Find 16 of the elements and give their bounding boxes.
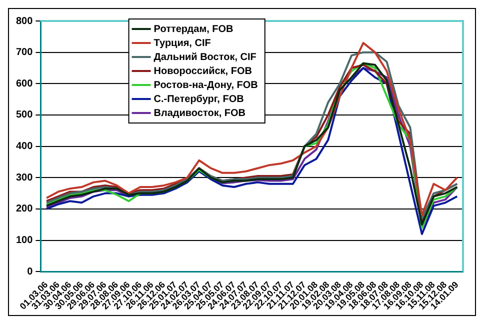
y-tick-label: 800 bbox=[16, 16, 34, 27]
y-tick-label: 600 bbox=[16, 78, 34, 90]
y-tick-label: 300 bbox=[16, 172, 34, 184]
legend-label: Владивосток, FOB bbox=[154, 108, 246, 119]
y-tick-label: 0 bbox=[27, 266, 34, 278]
legend-label: Турция, CIF bbox=[154, 38, 211, 49]
legend-label: Новороссийск, FOB bbox=[154, 66, 252, 77]
y-tick-label: 100 bbox=[16, 235, 34, 246]
y-tick-label: 200 bbox=[16, 204, 34, 215]
legend-label: Ростов-на-Дону, FOB bbox=[154, 80, 258, 91]
y-tick-label: 500 bbox=[16, 110, 34, 121]
legend-label: Дальний Восток, CIF bbox=[154, 52, 256, 63]
legend-label: Роттердам, FOB bbox=[154, 24, 234, 35]
legend-label: С.-Петербург, FOB bbox=[154, 94, 244, 105]
y-tick-label: 400 bbox=[16, 141, 34, 152]
y-tick-label: 700 bbox=[16, 47, 34, 58]
